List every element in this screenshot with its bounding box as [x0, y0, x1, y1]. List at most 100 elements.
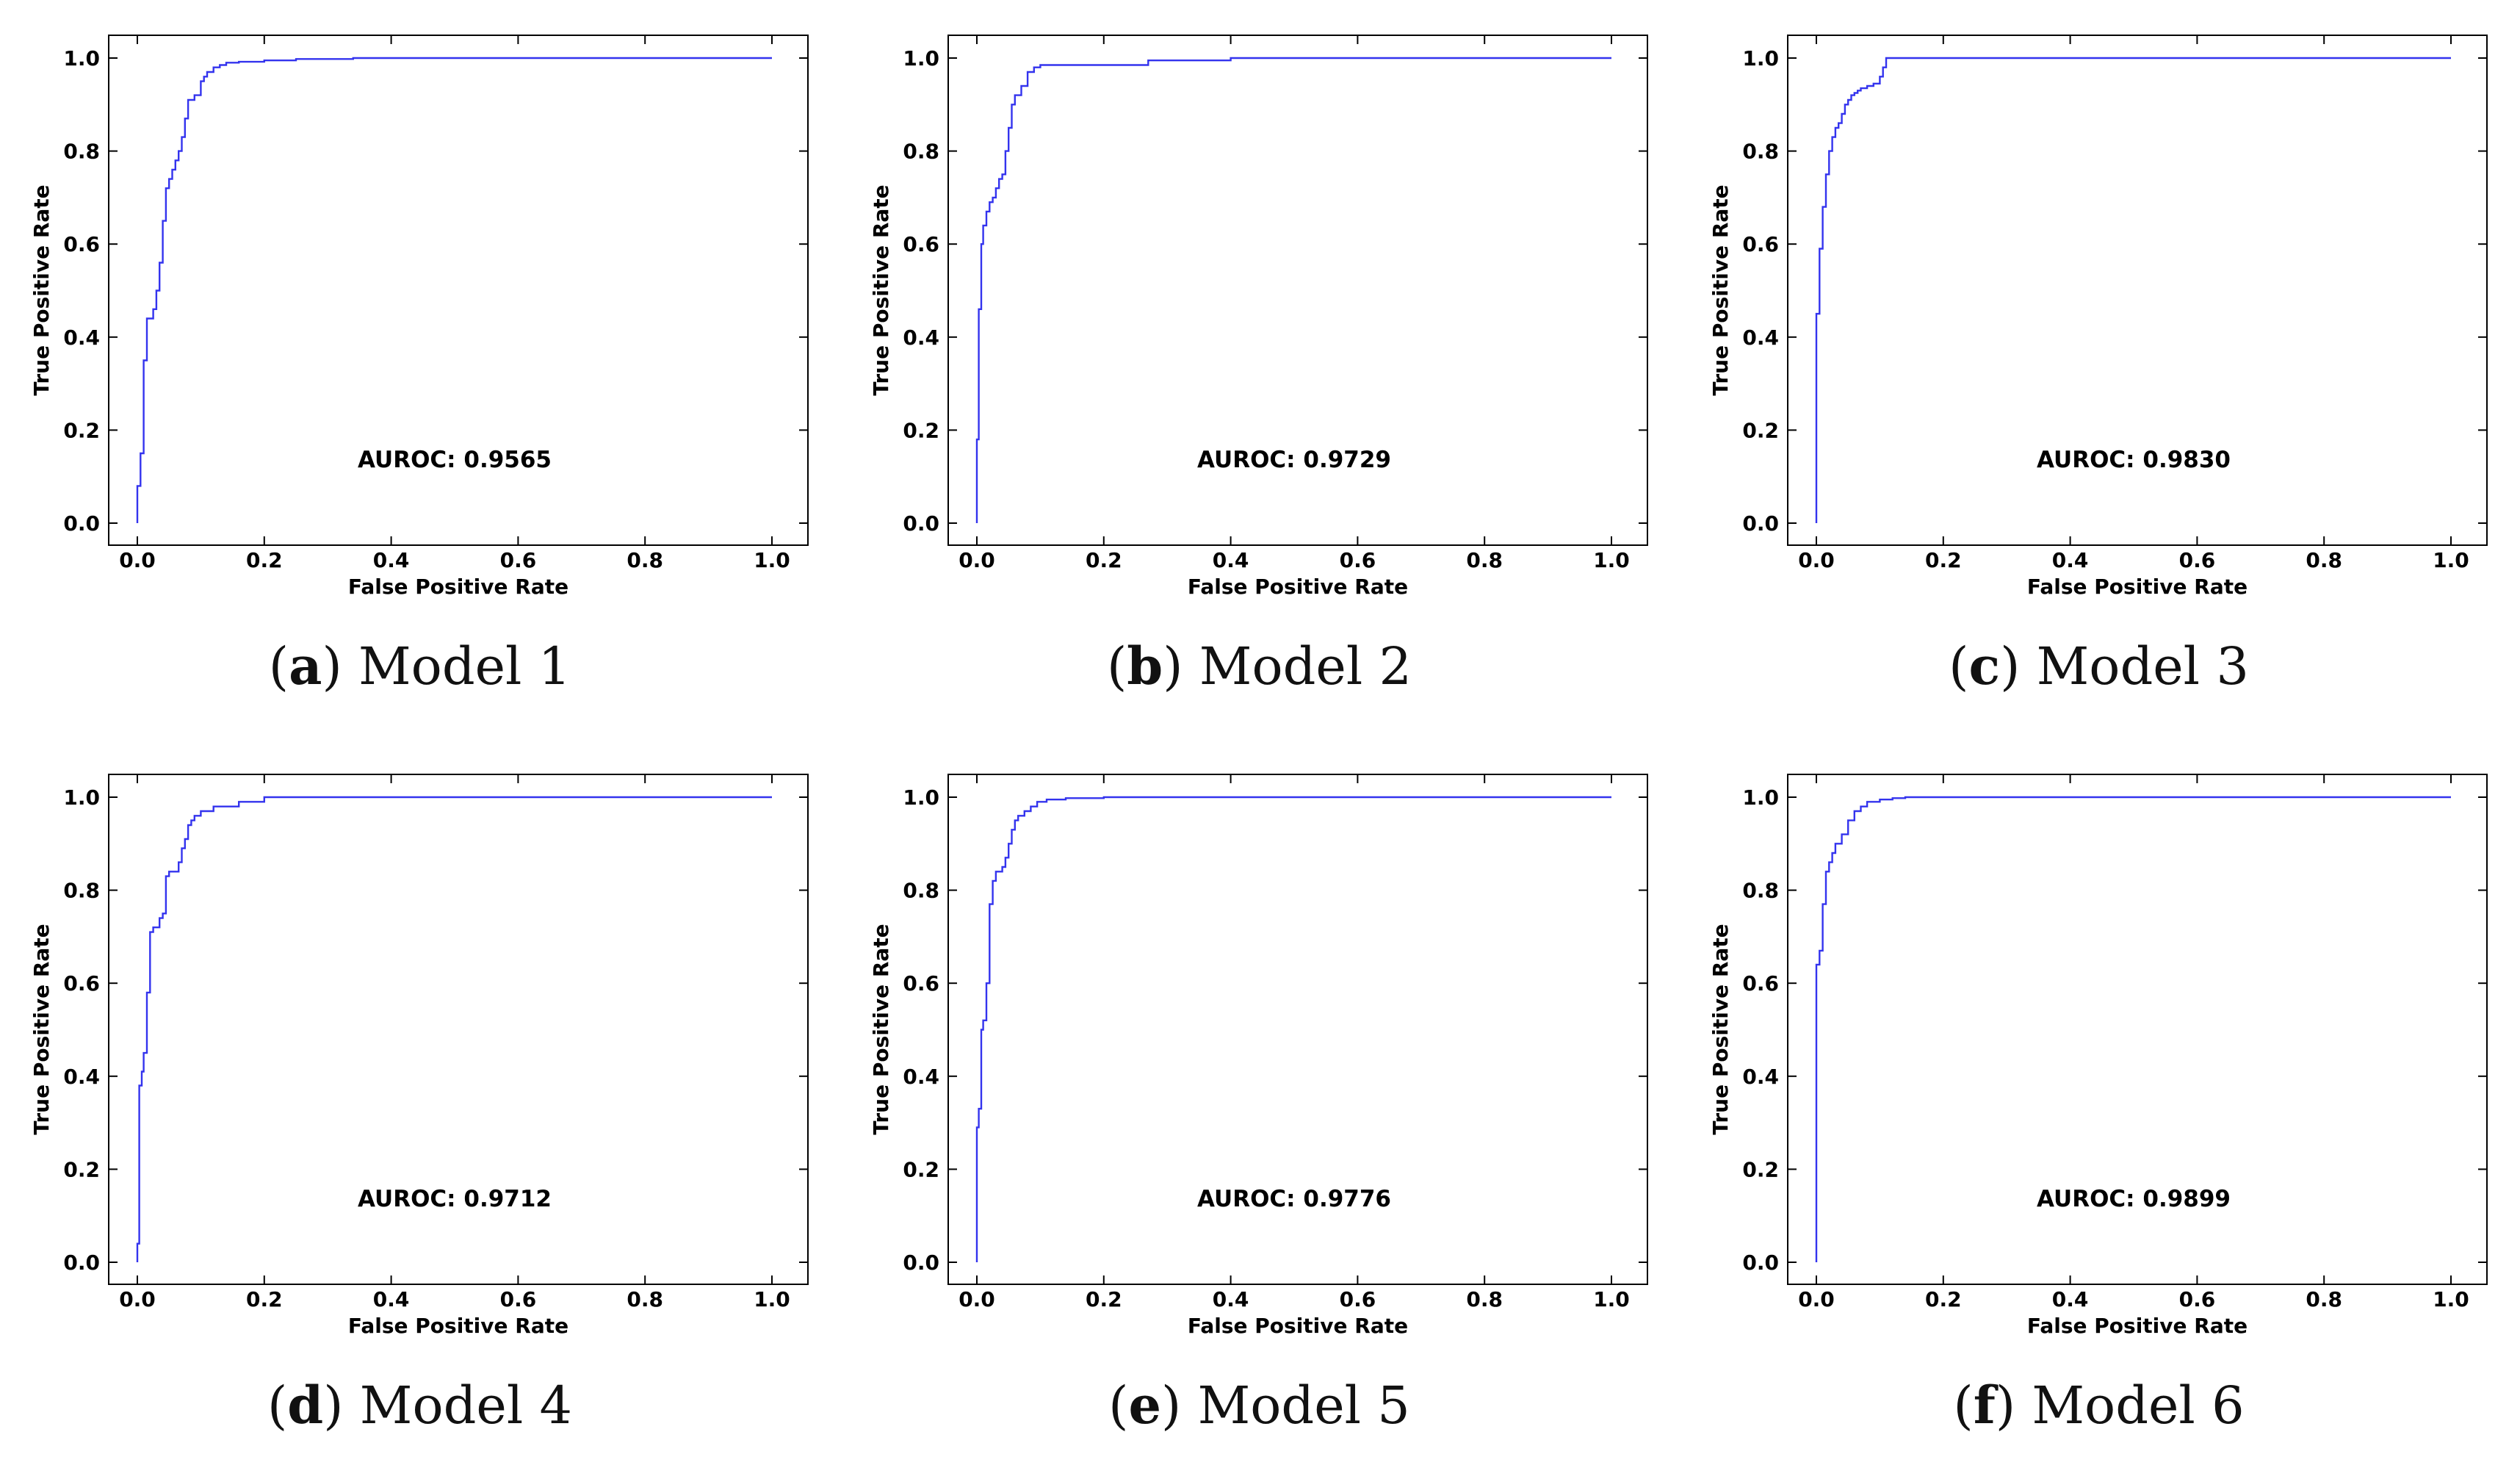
caption-letter: f [1973, 1375, 1996, 1436]
y-tick-label: 0.8 [63, 879, 100, 903]
y-tick-label: 0.4 [63, 1065, 100, 1089]
caption-letter: e [1128, 1375, 1162, 1436]
y-tick-label: 0.2 [903, 1157, 939, 1181]
y-tick-label: 0.6 [63, 232, 100, 256]
x-tick-label: 0.6 [500, 548, 537, 572]
y-tick-label: 0.6 [1742, 971, 1779, 996]
caption-text: Model 5 [1197, 1375, 1410, 1436]
y-tick-label: 0.4 [63, 325, 100, 350]
y-tick-label: 0.2 [903, 418, 939, 442]
y-tick-label: 0.8 [1742, 140, 1779, 164]
y-tick-label: 0.6 [903, 971, 939, 996]
roc-chart-svg: 0.0 0.2 0.4 0.6 0.8 1.0 0.0 0.2 0.4 0.6 0.8 1.0 Fals… [1708, 35, 2488, 599]
x-tick-label: 1.0 [2433, 1287, 2469, 1311]
y-tick-label: 1.0 [903, 785, 939, 810]
caption-text: Model 4 [359, 1375, 573, 1436]
y-tick-label: 1.0 [1742, 785, 1779, 810]
x-axis-label: False Positive Rate [1188, 1314, 1408, 1338]
x-tick-label: 0.0 [119, 1287, 156, 1311]
roc-chart-svg: 0.0 0.2 0.4 0.6 0.8 1.0 0.0 0.2 0.4 0.6 0.8 1.0 Fals… [869, 774, 1648, 1338]
x-tick-label: 0.4 [1213, 548, 1249, 572]
x-tick-label: 0.2 [1086, 1287, 1122, 1311]
roc-chart-svg: 0.0 0.2 0.4 0.6 0.8 1.0 0.0 0.2 0.4 0.6 0.8 1.0 Fals… [29, 774, 809, 1338]
y-tick-label: 0.0 [1742, 511, 1779, 536]
roc-chart-svg: 0.0 0.2 0.4 0.6 0.8 1.0 0.0 0.2 0.4 0.6 0.8 1.0 Fals… [29, 35, 809, 599]
x-tick-label: 0.4 [2052, 548, 2089, 572]
y-tick-label: 0.4 [903, 325, 939, 350]
x-tick-label: 0.0 [119, 548, 156, 572]
auroc-annotation: AUROC: 0.9729 [1197, 447, 1391, 473]
caption-text: Model 2 [1199, 636, 1412, 697]
x-tick-label: 0.4 [2052, 1287, 2089, 1311]
plot-frame [108, 774, 809, 1285]
y-axis-label: True Positive Rate [1708, 924, 1733, 1134]
plot-frame [947, 774, 1648, 1285]
y-axis-label: True Positive Rate [29, 924, 54, 1134]
x-tick-label: 0.0 [1798, 548, 1835, 572]
panel-caption: (d) Model 4 [267, 1375, 573, 1436]
y-tick-label: 0.8 [903, 879, 939, 903]
y-tick-label: 0.0 [1742, 1251, 1779, 1275]
x-tick-label: 0.2 [246, 548, 283, 572]
chart-panel-a: 0.0 0.2 0.4 0.6 0.8 1.0 0.0 0.2 0.4 0.6 0.8 1.0 Fals… [0, 0, 840, 739]
y-tick-label: 0.8 [1742, 879, 1779, 903]
caption-text: Model 3 [2036, 636, 2249, 697]
caption-letter: b [1127, 636, 1163, 697]
panel-caption: (c) Model 3 [1949, 636, 2249, 697]
roc-chart-svg: 0.0 0.2 0.4 0.6 0.8 1.0 0.0 0.2 0.4 0.6 0.8 1.0 Fals… [869, 35, 1648, 599]
caption-letter: c [1968, 636, 2001, 697]
x-tick-label: 0.0 [958, 548, 995, 572]
auroc-annotation: AUROC: 0.9899 [2037, 1186, 2231, 1212]
y-axis-label: True Positive Rate [869, 184, 893, 395]
plot-frame [947, 35, 1648, 546]
x-tick-label: 0.2 [1925, 548, 1962, 572]
x-tick-label: 0.8 [627, 1287, 663, 1311]
x-tick-label: 0.4 [373, 1287, 410, 1311]
x-axis-label: False Positive Rate [2027, 1314, 2248, 1338]
y-axis-label: True Positive Rate [869, 924, 893, 1134]
y-tick-label: 0.4 [1742, 325, 1779, 350]
y-tick-label: 0.0 [903, 511, 939, 536]
y-tick-label: 0.0 [63, 1251, 100, 1275]
x-tick-label: 0.2 [1086, 548, 1122, 572]
x-axis-label: False Positive Rate [2027, 575, 2248, 599]
roc-curve-line [975, 57, 1611, 523]
y-tick-label: 0.6 [63, 971, 100, 996]
x-tick-label: 1.0 [754, 548, 790, 572]
roc-curve-line [1815, 796, 2451, 1262]
x-tick-label: 0.8 [2306, 548, 2342, 572]
x-tick-label: 0.4 [373, 548, 410, 572]
panel-caption: (b) Model 2 [1106, 636, 1412, 697]
chart-panel-e: 0.0 0.2 0.4 0.6 0.8 1.0 0.0 0.2 0.4 0.6 0.8 1.0 Fals… [840, 739, 1679, 1478]
x-tick-label: 0.8 [2306, 1287, 2342, 1311]
x-tick-label: 1.0 [1593, 548, 1630, 572]
x-tick-label: 0.4 [1213, 1287, 1249, 1311]
auroc-annotation: AUROC: 0.9565 [358, 447, 552, 473]
x-tick-label: 0.2 [1925, 1287, 1962, 1311]
x-tick-label: 0.0 [1798, 1287, 1835, 1311]
chart-panel-f: 0.0 0.2 0.4 0.6 0.8 1.0 0.0 0.2 0.4 0.6 0.8 1.0 Fals… [1679, 739, 2519, 1478]
x-tick-label: 0.2 [246, 1287, 283, 1311]
y-tick-label: 0.8 [63, 140, 100, 164]
auroc-annotation: AUROC: 0.9776 [1197, 1186, 1391, 1212]
plot-frame [1787, 774, 2488, 1285]
auroc-annotation: AUROC: 0.9712 [358, 1186, 552, 1212]
caption-text: Model 6 [2032, 1375, 2245, 1436]
x-tick-label: 0.8 [1466, 1287, 1503, 1311]
x-axis-label: False Positive Rate [348, 1314, 568, 1338]
chart-panel-b: 0.0 0.2 0.4 0.6 0.8 1.0 0.0 0.2 0.4 0.6 0.8 1.0 Fals… [840, 0, 1679, 739]
x-tick-label: 1.0 [754, 1287, 790, 1311]
roc-curve-line [136, 796, 772, 1262]
y-tick-label: 0.6 [903, 232, 939, 256]
y-tick-label: 0.2 [63, 1157, 100, 1181]
panel-caption: (a) Model 1 [268, 636, 571, 697]
y-tick-label: 0.0 [903, 1251, 939, 1275]
y-axis-label: True Positive Rate [29, 184, 54, 395]
y-tick-label: 0.4 [1742, 1065, 1779, 1089]
y-tick-label: 0.2 [1742, 418, 1779, 442]
x-tick-label: 0.6 [1340, 1287, 1376, 1311]
chart-panel-d: 0.0 0.2 0.4 0.6 0.8 1.0 0.0 0.2 0.4 0.6 0.8 1.0 Fals… [0, 739, 840, 1478]
panel-caption: (f) Model 6 [1953, 1375, 2245, 1436]
x-tick-label: 1.0 [1593, 1287, 1630, 1311]
roc-curve-line [1815, 57, 2451, 523]
